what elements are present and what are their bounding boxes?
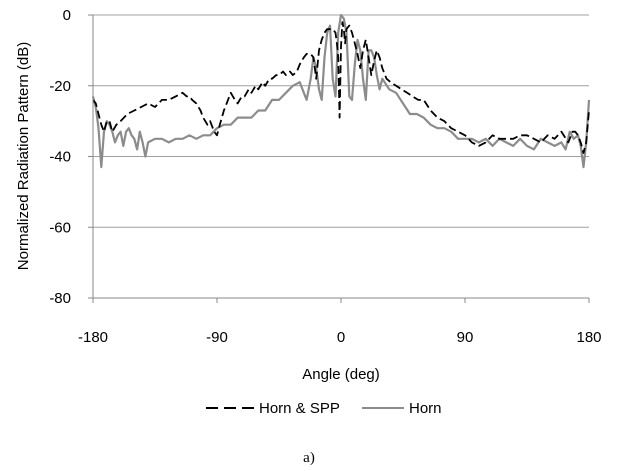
legend-label-horn-spp: Horn & SPP <box>259 400 340 417</box>
y-tick-label: -80 <box>49 290 71 307</box>
x-tick-label: 0 <box>337 329 345 346</box>
y-tick-label: 0 <box>63 7 71 24</box>
figure-caption: a) <box>303 450 315 466</box>
x-tick-label: -180 <box>78 329 108 346</box>
legend-label-horn: Horn <box>409 400 442 417</box>
series-line-horn-spp <box>93 22 589 153</box>
x-tick-label: -90 <box>206 329 228 346</box>
y-tick-label: -60 <box>49 219 71 236</box>
y-tick-label: -40 <box>49 149 71 166</box>
x-tick-label: 180 <box>576 329 601 346</box>
y-axis-title: Normalized Radiation Pattern (dB) <box>15 42 32 270</box>
legend: Horn & SPP Horn <box>206 400 442 417</box>
x-axis-title: Angle (deg) <box>302 366 380 383</box>
x-tick-label: 90 <box>457 329 474 346</box>
y-tick-label: -20 <box>49 78 71 95</box>
plot-series <box>93 15 589 167</box>
